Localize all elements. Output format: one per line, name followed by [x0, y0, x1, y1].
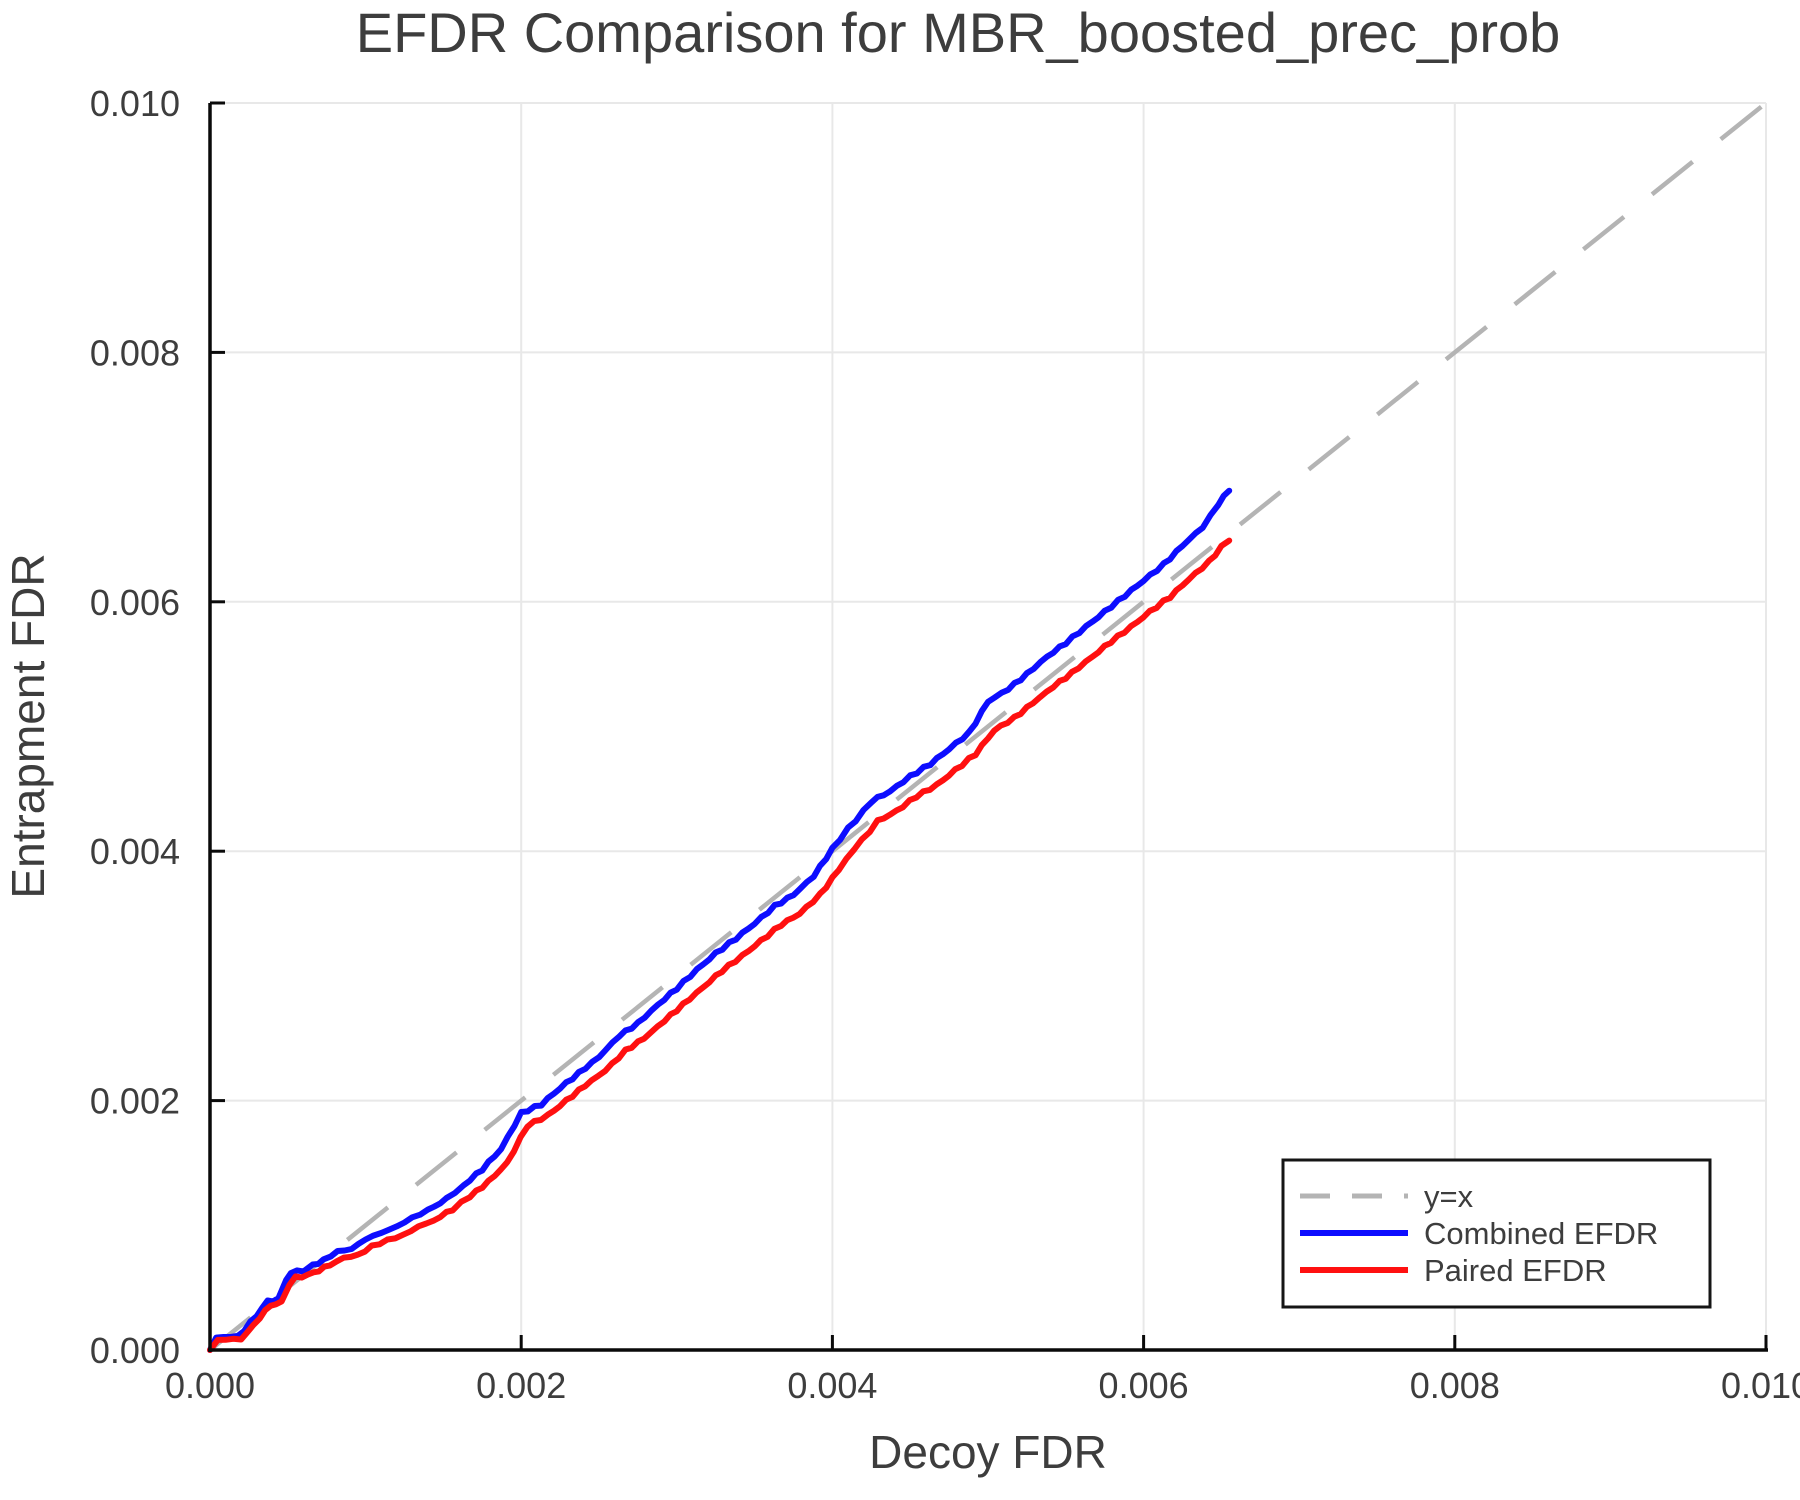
identity-line-layer: [208, 101, 1768, 1352]
x-tick-label: 0.004: [787, 1365, 877, 1406]
y-tick-label: 0.000: [90, 1330, 180, 1371]
y-axis-label: Entrapment FDR: [2, 553, 54, 898]
x-tick-label: 0.010: [1721, 1365, 1800, 1406]
paired-efdr-curve: [207, 537, 1233, 1353]
y-tick-label: 0.006: [90, 582, 180, 623]
y-tick-label: 0.008: [90, 332, 180, 373]
legend-combined-label: Combined EFDR: [1424, 1216, 1658, 1251]
x-tick-label: 0.008: [1410, 1365, 1500, 1406]
x-tick-label: 0.000: [165, 1365, 255, 1406]
combined-efdr-curve: [207, 487, 1233, 1353]
identity-dashed-line: [208, 101, 1768, 1352]
legend: y=x Combined EFDR Paired EFDR: [1281, 1158, 1712, 1309]
x-tick-label: 0.006: [1099, 1365, 1189, 1406]
x-axis-label: Decoy FDR: [869, 1426, 1107, 1478]
y-tick-label: 0.004: [90, 831, 180, 872]
series-layer: [207, 487, 1233, 1353]
x-tick-label: 0.002: [476, 1365, 566, 1406]
tick-label-layer: 0.000 0.002 0.004 0.006 0.008 0.010 0.000 0.002…: [90, 83, 1800, 1406]
y-tick-label: 0.002: [90, 1081, 180, 1122]
chart-title: EFDR Comparison for MBR_boosted_prec_pro…: [356, 1, 1561, 64]
y-tick-label: 0.010: [90, 83, 180, 124]
legend-identity-label: y=x: [1424, 1179, 1474, 1214]
legend-paired-label: Paired EFDR: [1424, 1253, 1607, 1288]
axes-layer: [208, 101, 1768, 1352]
